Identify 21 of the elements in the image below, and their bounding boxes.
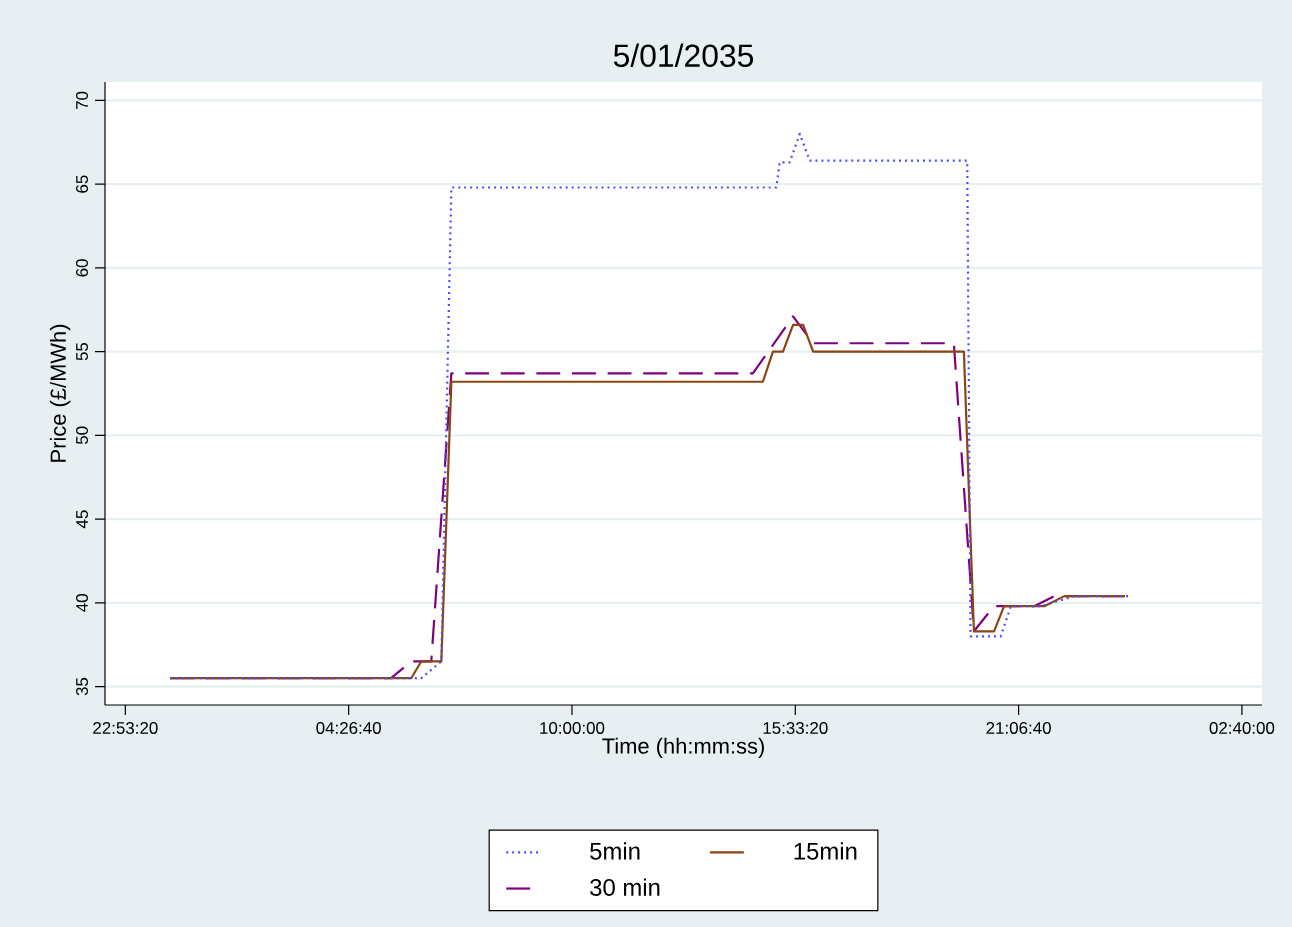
y-tick-label: 40 xyxy=(76,594,88,612)
y-tick-label: 60 xyxy=(76,259,88,277)
x-tick-label: 22:53:20 xyxy=(93,722,158,734)
x-axis-title: Time (hh:mm:ss) xyxy=(602,737,764,759)
x-tick-label: 21:06:40 xyxy=(986,722,1051,734)
y-tick-label: 70 xyxy=(76,91,88,109)
x-tick-label: 04:26:40 xyxy=(316,722,381,734)
x-tick-label: 15:33:20 xyxy=(763,722,828,734)
chart-title: 5/01/2035 xyxy=(613,43,754,67)
y-tick-label: 45 xyxy=(76,510,88,529)
y-tick-label: 50 xyxy=(76,426,88,445)
line-series xyxy=(168,132,1130,680)
legend-label: 30 min xyxy=(590,878,660,896)
y-tick-label: 35 xyxy=(76,677,88,696)
y-axis-title: Price (£/MWh) xyxy=(49,324,71,462)
x-tick-label: 10:00:00 xyxy=(540,722,605,734)
y-tick-label: 65 xyxy=(76,175,88,193)
y-tick-label: 55 xyxy=(76,342,88,361)
x-tick-label: 02:40:00 xyxy=(1209,722,1275,734)
legend-label: 15min xyxy=(794,842,857,860)
legend-label: 5min xyxy=(590,842,640,860)
